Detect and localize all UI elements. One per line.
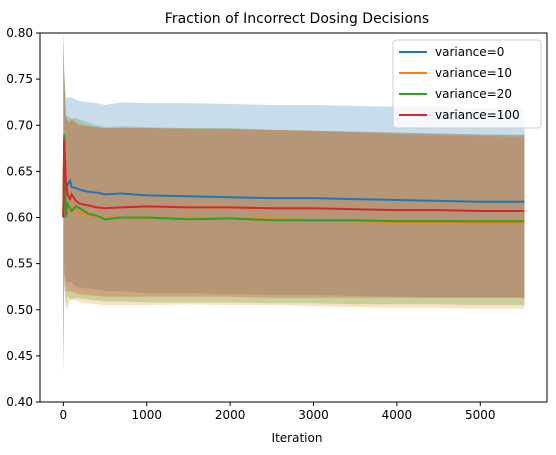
y-tick-label: 0.70 [6,118,33,132]
x-tick-label: 1000 [131,408,162,422]
legend-label-2: variance=10 [435,66,512,80]
y-tick-label: 0.45 [6,349,33,363]
x-tick-label: 3000 [298,408,329,422]
x-tick-label: 0 [60,408,68,422]
line-series-4 [62,139,525,218]
chart-title: Fraction of Incorrect Dosing Decisions [165,11,429,27]
x-axis-ticks: 0 1000 2000 3000 4000 5000 [60,402,496,422]
legend-label-4: variance=100 [435,108,520,122]
legend-label-1: variance=0 [435,45,504,59]
legend-box [392,39,542,129]
line-series-3 [62,134,525,223]
band-series-2 [63,33,525,375]
y-tick-label: 0.40 [6,395,33,409]
y-tick-label: 0.50 [6,303,33,317]
y-tick-label: 0.75 [6,72,33,86]
x-tick-label: 2000 [215,408,246,422]
y-tick-label: 0.55 [6,257,33,271]
y-axis-ticks: 0.40 0.45 0.50 0.55 0.60 0.65 0.70 0.75 0.80 [6,26,40,409]
legend: variance=0 variance=10 variance=20 variance… [392,39,542,129]
y-tick-label: 0.80 [6,26,33,40]
band-series-3 [63,33,525,375]
y-tick-label: 0.65 [6,164,33,178]
band-series-4 [63,33,525,375]
line-series-1 [62,162,525,218]
x-axis-label: Iteration [272,431,323,445]
x-tick-label: 5000 [465,408,496,422]
legend-label-3: variance=20 [435,87,512,101]
series-lines [62,134,525,224]
y-tick-label: 0.60 [6,211,33,225]
x-tick-label: 4000 [382,408,413,422]
